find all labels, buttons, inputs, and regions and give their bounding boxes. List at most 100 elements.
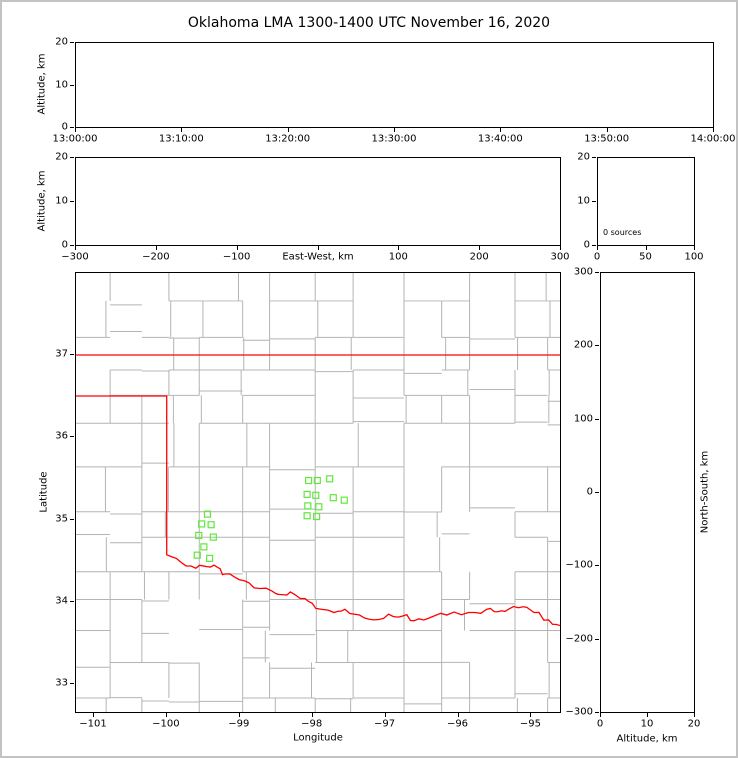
time-xtick-label: 13:30:00 — [371, 133, 417, 145]
time-ytick-label: 0 — [61, 121, 68, 133]
time-xtick — [500, 128, 502, 132]
ew-xtick — [155, 246, 157, 250]
ns-panel-xlabel: Altitude, km — [616, 733, 678, 745]
lma-station-marker — [198, 520, 206, 528]
time-xtick-label: 13:50:00 — [584, 133, 630, 145]
ew-xtick-label: −200 — [142, 251, 170, 263]
altitude-time-panel — [75, 42, 714, 128]
altitude-northsouth-panel — [600, 272, 695, 713]
ew-xtick-label: 300 — [550, 251, 570, 263]
state-border — [76, 354, 560, 627]
time-panel-ylabel: Altitude, km — [36, 53, 48, 115]
time-ytick — [70, 42, 74, 43]
ns-xtick-label: 10 — [640, 718, 654, 730]
map-ytick — [70, 436, 74, 438]
ew-panel-ylabel: Altitude, km — [36, 170, 48, 232]
time-ytick-label: 10 — [55, 79, 68, 90]
ew-xtick — [317, 246, 319, 250]
map-ytick — [70, 600, 74, 602]
time-xtick-label: 13:20:00 — [265, 133, 311, 145]
map-ytick — [70, 354, 74, 356]
ns-ytick — [595, 638, 599, 640]
map-ytick-label: 34 — [55, 595, 68, 607]
ns-ytick-label: 200 — [573, 339, 593, 351]
time-xtick — [394, 128, 395, 132]
time-ytick-label: 20 — [55, 36, 68, 48]
hist-xtick — [597, 246, 598, 250]
ns-ytick-label: 100 — [573, 413, 593, 425]
map-ytick-label: 33 — [55, 677, 68, 689]
ew-ytick-label: 10 — [55, 195, 68, 207]
ns-ytick — [595, 272, 599, 273]
hist-xtick-label: 0 — [593, 251, 601, 263]
lma-station-marker — [195, 531, 203, 539]
ew-xtick — [479, 246, 481, 250]
lma-station-marker — [313, 512, 321, 521]
lma-station-marker — [312, 491, 320, 499]
time-xtick — [606, 128, 608, 132]
ew-xtick — [236, 246, 238, 250]
hist-xtick — [694, 246, 695, 250]
map-xtick — [530, 713, 532, 717]
time-xtick-label: 14:00:00 — [690, 133, 736, 145]
map-ytick-label: 37 — [55, 348, 68, 360]
lma-station-marker — [329, 494, 337, 502]
map-xtick-label: −100 — [152, 718, 180, 730]
ns-ytick-label: −100 — [565, 559, 593, 571]
map-xtick-label: −101 — [79, 718, 107, 730]
lma-station-marker — [304, 502, 312, 510]
map-xtick — [457, 713, 459, 717]
ew-xtick — [560, 246, 561, 250]
lma-station-marker — [200, 543, 208, 551]
ns-ytick — [595, 418, 599, 420]
map-ytick-label: 35 — [55, 513, 68, 525]
lma-station-marker — [203, 510, 212, 518]
ew-xtick-label: 100 — [388, 251, 408, 263]
time-ytick — [70, 127, 74, 128]
hist-xtick-label: 100 — [684, 251, 704, 263]
ew-ytick — [70, 245, 74, 246]
map-ylabel: Latitude — [38, 471, 50, 513]
ew-xtick-label: −300 — [61, 251, 89, 263]
ew-xtick — [398, 246, 400, 250]
ns-ytick — [595, 712, 599, 713]
map-xtick-label: −97 — [374, 718, 396, 730]
ns-ytick-label: −200 — [565, 633, 593, 645]
hist-ytick — [592, 157, 596, 158]
histogram-source-count: 0 sources — [603, 228, 642, 237]
hist-ytick-label: 20 — [577, 151, 590, 163]
time-xtick — [713, 128, 714, 132]
time-xtick — [287, 128, 289, 132]
hist-xtick — [645, 246, 647, 250]
hist-ytick-label: 10 — [577, 195, 590, 207]
time-xtick-label: 13:10:00 — [158, 133, 204, 145]
lma-station-marker — [313, 476, 321, 485]
map-xtick-label: −99 — [228, 718, 250, 730]
lma-station-marker — [303, 512, 311, 520]
lma-station-marker — [207, 521, 215, 529]
map-xtick — [384, 713, 386, 717]
map-xtick — [93, 713, 94, 717]
lma-station-marker — [193, 551, 201, 559]
hist-ytick-label: 0 — [583, 239, 590, 251]
lma-station-marker — [340, 496, 348, 504]
ns-ytick-label: 300 — [573, 266, 593, 278]
ns-ytick-label: 0 — [586, 486, 593, 498]
ns-xtick — [600, 713, 601, 717]
time-xtick — [181, 128, 183, 132]
map-xtick-label: −98 — [301, 718, 323, 730]
ew-ytick-label: 0 — [61, 239, 68, 251]
lma-station-marker — [206, 554, 214, 562]
lma-station-marker — [209, 533, 217, 541]
ns-ytick — [595, 492, 599, 493]
lma-station-marker — [305, 476, 313, 485]
map-xlabel: Longitude — [293, 732, 343, 744]
time-xtick-label: 13:00:00 — [52, 133, 98, 145]
figure-title: Oklahoma LMA 1300-1400 UTC November 16, … — [187, 15, 551, 31]
ew-ytick — [70, 201, 74, 202]
lma-station-marker — [326, 475, 334, 483]
map-ytick — [70, 518, 74, 520]
hist-ytick — [592, 245, 596, 246]
ns-xtick — [694, 713, 695, 717]
